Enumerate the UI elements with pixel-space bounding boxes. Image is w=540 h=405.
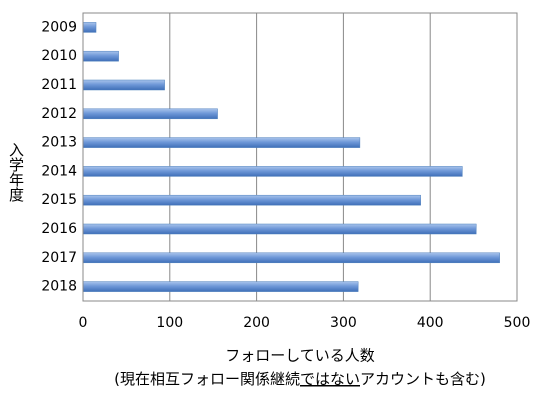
x-tick-label: 400 <box>417 315 444 331</box>
note-underlined: ではない <box>300 370 360 388</box>
bar <box>82 22 97 33</box>
note-part: アカウントも含む) <box>360 370 486 388</box>
y-tick-label: 2018 <box>41 279 77 295</box>
y-tick-label: 2009 <box>41 19 77 35</box>
bar <box>82 252 500 264</box>
bar <box>82 137 361 148</box>
y-tick-label: 2015 <box>41 192 77 208</box>
y-tick-label: 2016 <box>41 221 77 237</box>
bar <box>82 223 477 235</box>
bar <box>82 194 421 206</box>
y-tick-label: 2014 <box>41 163 77 179</box>
x-tick-label: 100 <box>156 315 183 331</box>
y-tick-label: 2012 <box>41 106 77 122</box>
y-axis-label: 入学年度 <box>7 142 25 202</box>
x-tick-label: 0 <box>79 315 88 331</box>
x-axis-note: (現在相互フォロー関係継続ではないアカウントも含む) <box>114 370 486 388</box>
plot-border <box>82 12 518 302</box>
bar <box>82 108 218 120</box>
bar <box>82 281 359 292</box>
y-tick-label: 2010 <box>41 48 77 64</box>
bars <box>82 22 500 292</box>
x-tick-label: 200 <box>243 315 270 331</box>
y-tick-label: 2013 <box>41 135 77 151</box>
y-tick-label: 2011 <box>41 77 77 93</box>
bar <box>82 50 119 62</box>
y-tick-label: 2017 <box>41 250 77 266</box>
x-tick-label: 300 <box>330 315 357 331</box>
bar <box>82 79 165 91</box>
note-part: (現在相互フォロー関係継続 <box>114 370 300 388</box>
bar <box>82 166 463 177</box>
x-axis-label: フォローしている人数 <box>225 347 375 365</box>
x-tick-label: 500 <box>504 315 531 331</box>
